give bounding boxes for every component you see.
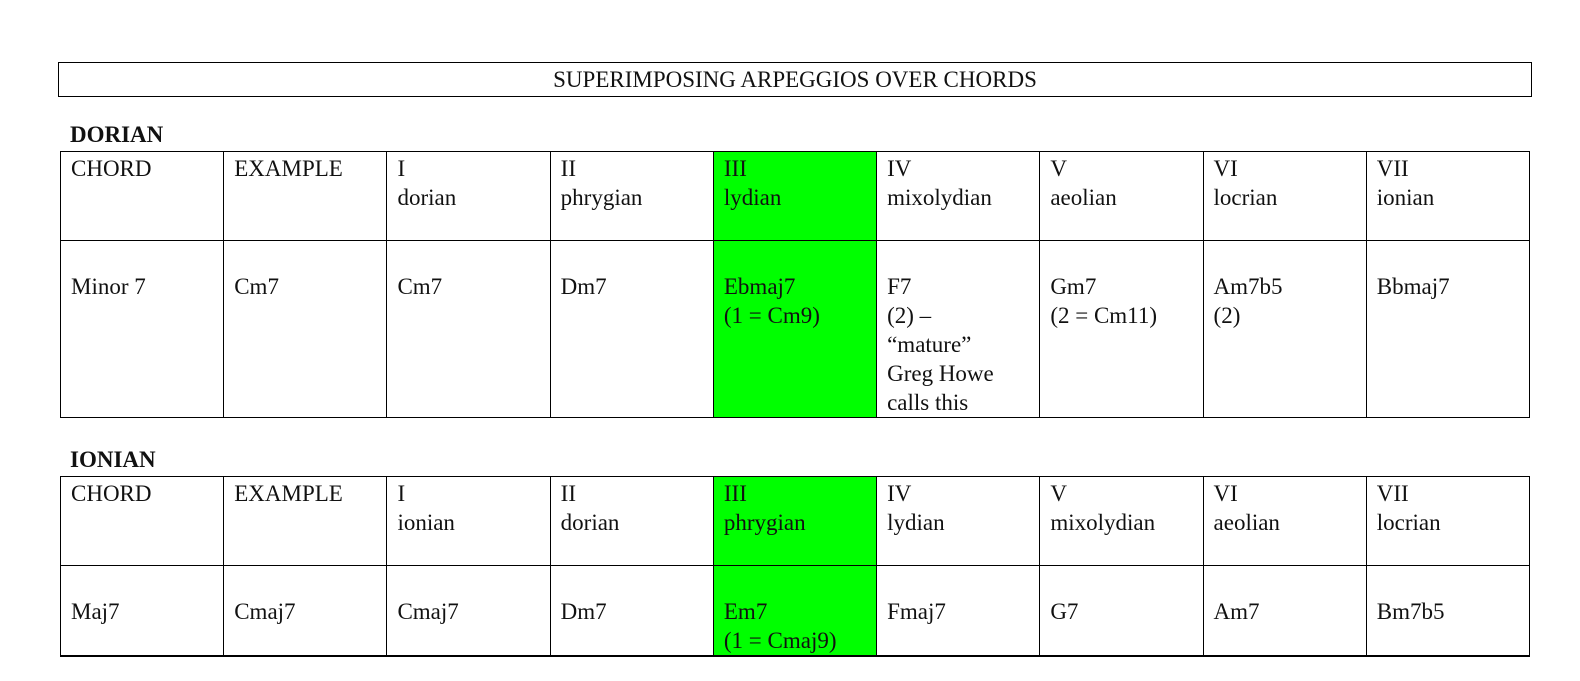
header-cell: CHORD bbox=[59, 476, 225, 566]
table-cell: Cmaj7 bbox=[386, 565, 551, 657]
table-cell: G7 bbox=[1039, 565, 1204, 657]
dorian-table: CHORD EXAMPLE I dorian II phrygian III lydia… bbox=[59, 151, 1531, 418]
table-row: Minor 7 Cm7 Cm7 Dm7 Ebmaj7 (1 = Cm9) F7 (2) –… bbox=[59, 240, 1531, 418]
table-cell: Bm7b5 bbox=[1365, 565, 1531, 657]
document-title: SUPERIMPOSING ARPEGGIOS OVER CHORDS bbox=[58, 62, 1532, 97]
table-cell: Dm7 bbox=[549, 240, 714, 418]
table-cell: Am7 bbox=[1202, 565, 1367, 657]
header-cell: VII ionian bbox=[1365, 151, 1531, 241]
table-cell: Gm7 (2 = Cm11) bbox=[1039, 240, 1204, 418]
table-cell: Ebmaj7 (1 = Cm9) bbox=[712, 240, 878, 418]
header-cell: CHORD bbox=[59, 151, 225, 241]
header-row: CHORD EXAMPLE I dorian II phrygian III lydia… bbox=[59, 151, 1531, 241]
ionian-table: CHORD EXAMPLE I ionian II dorian III phrygia… bbox=[59, 476, 1531, 657]
header-row: CHORD EXAMPLE I ionian II dorian III phrygia… bbox=[59, 476, 1531, 566]
header-cell: IV lydian bbox=[876, 476, 1041, 566]
table-cell: Minor 7 bbox=[59, 240, 225, 418]
table-cell: Cm7 bbox=[386, 240, 551, 418]
header-cell: III lydian bbox=[712, 151, 878, 241]
header-cell: EXAMPLE bbox=[223, 151, 388, 241]
header-cell: II dorian bbox=[549, 476, 714, 566]
table-row: Maj7 Cmaj7 Cmaj7 Dm7 Em7 (1 = Cmaj9) Fmaj7 G7 A… bbox=[59, 565, 1531, 657]
header-cell: I dorian bbox=[386, 151, 551, 241]
section-label-ionian: IONIAN bbox=[70, 447, 156, 472]
table-cell: Am7b5 (2) bbox=[1202, 240, 1367, 418]
table-cell: Fmaj7 bbox=[876, 565, 1041, 657]
header-cell: VII locrian bbox=[1365, 476, 1531, 566]
header-cell: II phrygian bbox=[549, 151, 714, 241]
header-cell: V mixolydian bbox=[1039, 476, 1204, 566]
table-cell: Dm7 bbox=[549, 565, 714, 657]
header-cell: IV mixolydian bbox=[876, 151, 1041, 241]
table-cell: Cmaj7 bbox=[223, 565, 388, 657]
section-label-dorian: DORIAN bbox=[70, 122, 164, 147]
header-cell: V aeolian bbox=[1039, 151, 1204, 241]
table-cell: Bbmaj7 bbox=[1365, 240, 1531, 418]
table-cell: F7 (2) – “mature” Greg Howe calls this bbox=[876, 240, 1041, 418]
header-cell: VI aeolian bbox=[1202, 476, 1367, 566]
header-cell: VI locrian bbox=[1202, 151, 1367, 241]
header-cell: III phrygian bbox=[712, 476, 878, 566]
table-cell: Em7 (1 = Cmaj9) bbox=[712, 565, 878, 657]
table-cell: Cm7 bbox=[223, 240, 388, 418]
header-cell: EXAMPLE bbox=[223, 476, 388, 566]
table-cell: Maj7 bbox=[59, 565, 225, 657]
header-cell: I ionian bbox=[386, 476, 551, 566]
